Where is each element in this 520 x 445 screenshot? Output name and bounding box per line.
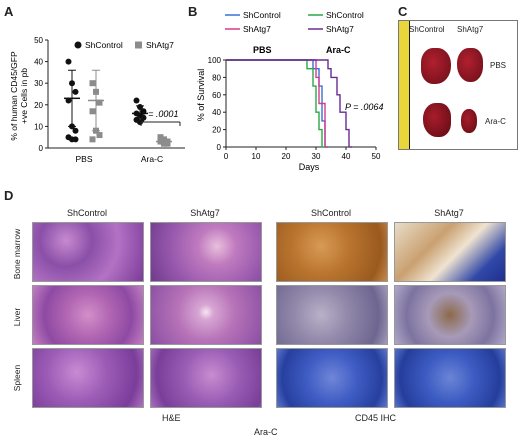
data-point-shatg7-PBS	[89, 80, 96, 87]
panel-label-c: C	[398, 4, 408, 19]
data-point-shcontrol-PBS	[72, 136, 79, 143]
panel-b-xtick-label: 40	[342, 152, 351, 161]
panel-a-ytick-label: 10	[34, 122, 43, 131]
tile-ihc-shatg7-bone-marrow	[394, 222, 506, 282]
tile-ihc-shatg7-liver	[394, 285, 506, 345]
spleen-shatg7-pbs	[457, 48, 483, 82]
tile-ihc-shcontrol-liver	[276, 285, 388, 345]
panel-b-ytick-label: 20	[212, 126, 221, 135]
panel-a-xtick-label: Ara-C	[141, 154, 163, 164]
caption-cd45-ihc: CD45 IHC	[355, 413, 397, 423]
panel-label-a: A	[4, 4, 14, 19]
spleen-shatg7-arac	[461, 109, 477, 133]
panel-b-ytick-label: 60	[212, 91, 221, 100]
legend-shatg7-label: ShAtg7	[146, 40, 174, 50]
d-row-label-spleen: Spleen	[12, 364, 22, 392]
panel-a-ytick-label: 30	[34, 79, 43, 88]
group-label-arac: Ara-C	[326, 45, 351, 55]
photo-header-shatg7: ShAtg7	[457, 25, 484, 34]
spleen-shcontrol-arac	[423, 103, 451, 137]
tile-ihc-shatg7-spleen	[394, 348, 506, 408]
panel-b-ylabel: % of Survival	[196, 69, 206, 122]
d-col-header-1: ShControl	[66, 208, 108, 218]
panel-b-xtick-label: 0	[224, 152, 229, 161]
data-point-shatg7-Ara-C	[157, 134, 164, 141]
panel-b-ytick-label: 100	[208, 56, 222, 65]
data-point-shatg7-PBS	[96, 132, 103, 139]
tile-he-shatg7-spleen	[150, 348, 262, 408]
photo-row-arac: Ara-C	[485, 117, 506, 126]
d-col-header-3: ShControl	[310, 208, 352, 218]
data-point-shcontrol-Ara-C	[133, 97, 140, 104]
legend-shcontrol-label: ShControl	[85, 40, 123, 50]
panel-a-pvalue: P = .0001	[140, 109, 178, 119]
spleen-photo: ShControl ShAtg7 PBS Ara-C	[398, 20, 518, 150]
legend-pbs-shatg7: ShAtg7	[243, 24, 271, 34]
panel-b-xtick-label: 10	[252, 152, 261, 161]
panel-b-xtick-label: 20	[282, 152, 291, 161]
spleen-shcontrol-pbs	[421, 48, 451, 84]
tile-he-shcontrol-bone-marrow	[32, 222, 144, 282]
panel-a-xtick-label: PBS	[75, 154, 92, 164]
legend-arac-shcontrol: ShControl	[326, 10, 364, 20]
data-point-shatg7-PBS	[89, 136, 96, 143]
panel-b-xtick-label: 30	[312, 152, 321, 161]
legend-shatg7-marker	[135, 41, 142, 49]
photo-header-shcontrol: ShControl	[409, 25, 445, 34]
panel-b-ytick-label: 40	[212, 108, 221, 117]
data-point-shcontrol-PBS	[65, 58, 72, 65]
panel-label-b: B	[188, 4, 198, 19]
panel-b-ytick-label: 80	[212, 73, 221, 82]
panel-a-ytick-label: 40	[34, 58, 43, 67]
tile-he-shcontrol-spleen	[32, 348, 144, 408]
ruler	[399, 21, 409, 149]
panel-a-ytick-label: 20	[34, 101, 43, 110]
panel-b-chart: % of Survival 0 20 40 60 80 100 0 10 20 30 40 50 Sh…	[196, 10, 383, 172]
caption-arac: Ara-C	[254, 427, 278, 437]
photo-row-pbs: PBS	[490, 61, 507, 70]
panel-b-pvalue: P = .0064	[345, 102, 383, 112]
tile-he-shatg7-liver	[150, 285, 262, 345]
panel-a-ylabel-2: +ve Cells in pb	[19, 68, 29, 124]
group-label-pbs: PBS	[253, 45, 272, 55]
panel-a-ylabel-1: % of human CD45/GFP	[9, 51, 19, 141]
tile-he-shcontrol-liver	[32, 285, 144, 345]
survival-line-PBS-ShAtg7	[226, 59, 328, 148]
d-row-label-bone-marrow: Bone marrow	[12, 228, 22, 280]
legend-arac-shatg7: ShAtg7	[326, 24, 354, 34]
d-row-label-liver: Liver	[12, 307, 22, 327]
tile-ihc-shcontrol-spleen	[276, 348, 388, 408]
survival-line-Ara-C-ShAtg7	[226, 59, 352, 148]
panel-b-xlabel: Days	[299, 162, 320, 172]
panel-b-ytick-label: 0	[217, 143, 222, 152]
panel-b-xtick-label: 50	[372, 152, 381, 161]
caption-he: H&E	[162, 413, 181, 423]
data-point-shcontrol-Ara-C	[140, 114, 147, 121]
data-point-shcontrol-PBS	[72, 127, 79, 134]
tile-he-shatg7-bone-marrow	[150, 222, 262, 282]
data-point-shcontrol-PBS	[72, 88, 79, 95]
tile-ihc-shcontrol-bone-marrow	[276, 222, 388, 282]
panel-a-chart: % of human CD45/GFP +ve Cells in pb 0 10 2…	[9, 36, 185, 164]
survival-line-Ara-C-ShControl	[226, 59, 325, 148]
d-col-header-2: ShAtg7	[190, 208, 220, 218]
legend-shcontrol-marker	[74, 41, 82, 49]
panel-a-ytick-label: 0	[39, 144, 44, 153]
panel-a-ytick-label: 50	[34, 36, 43, 45]
data-point-shatg7-PBS	[89, 108, 96, 115]
legend-pbs-shcontrol: ShControl	[243, 10, 281, 20]
panel-label-d: D	[4, 188, 14, 203]
d-col-header-4: ShAtg7	[434, 208, 464, 218]
data-point-shatg7-PBS	[96, 99, 103, 106]
